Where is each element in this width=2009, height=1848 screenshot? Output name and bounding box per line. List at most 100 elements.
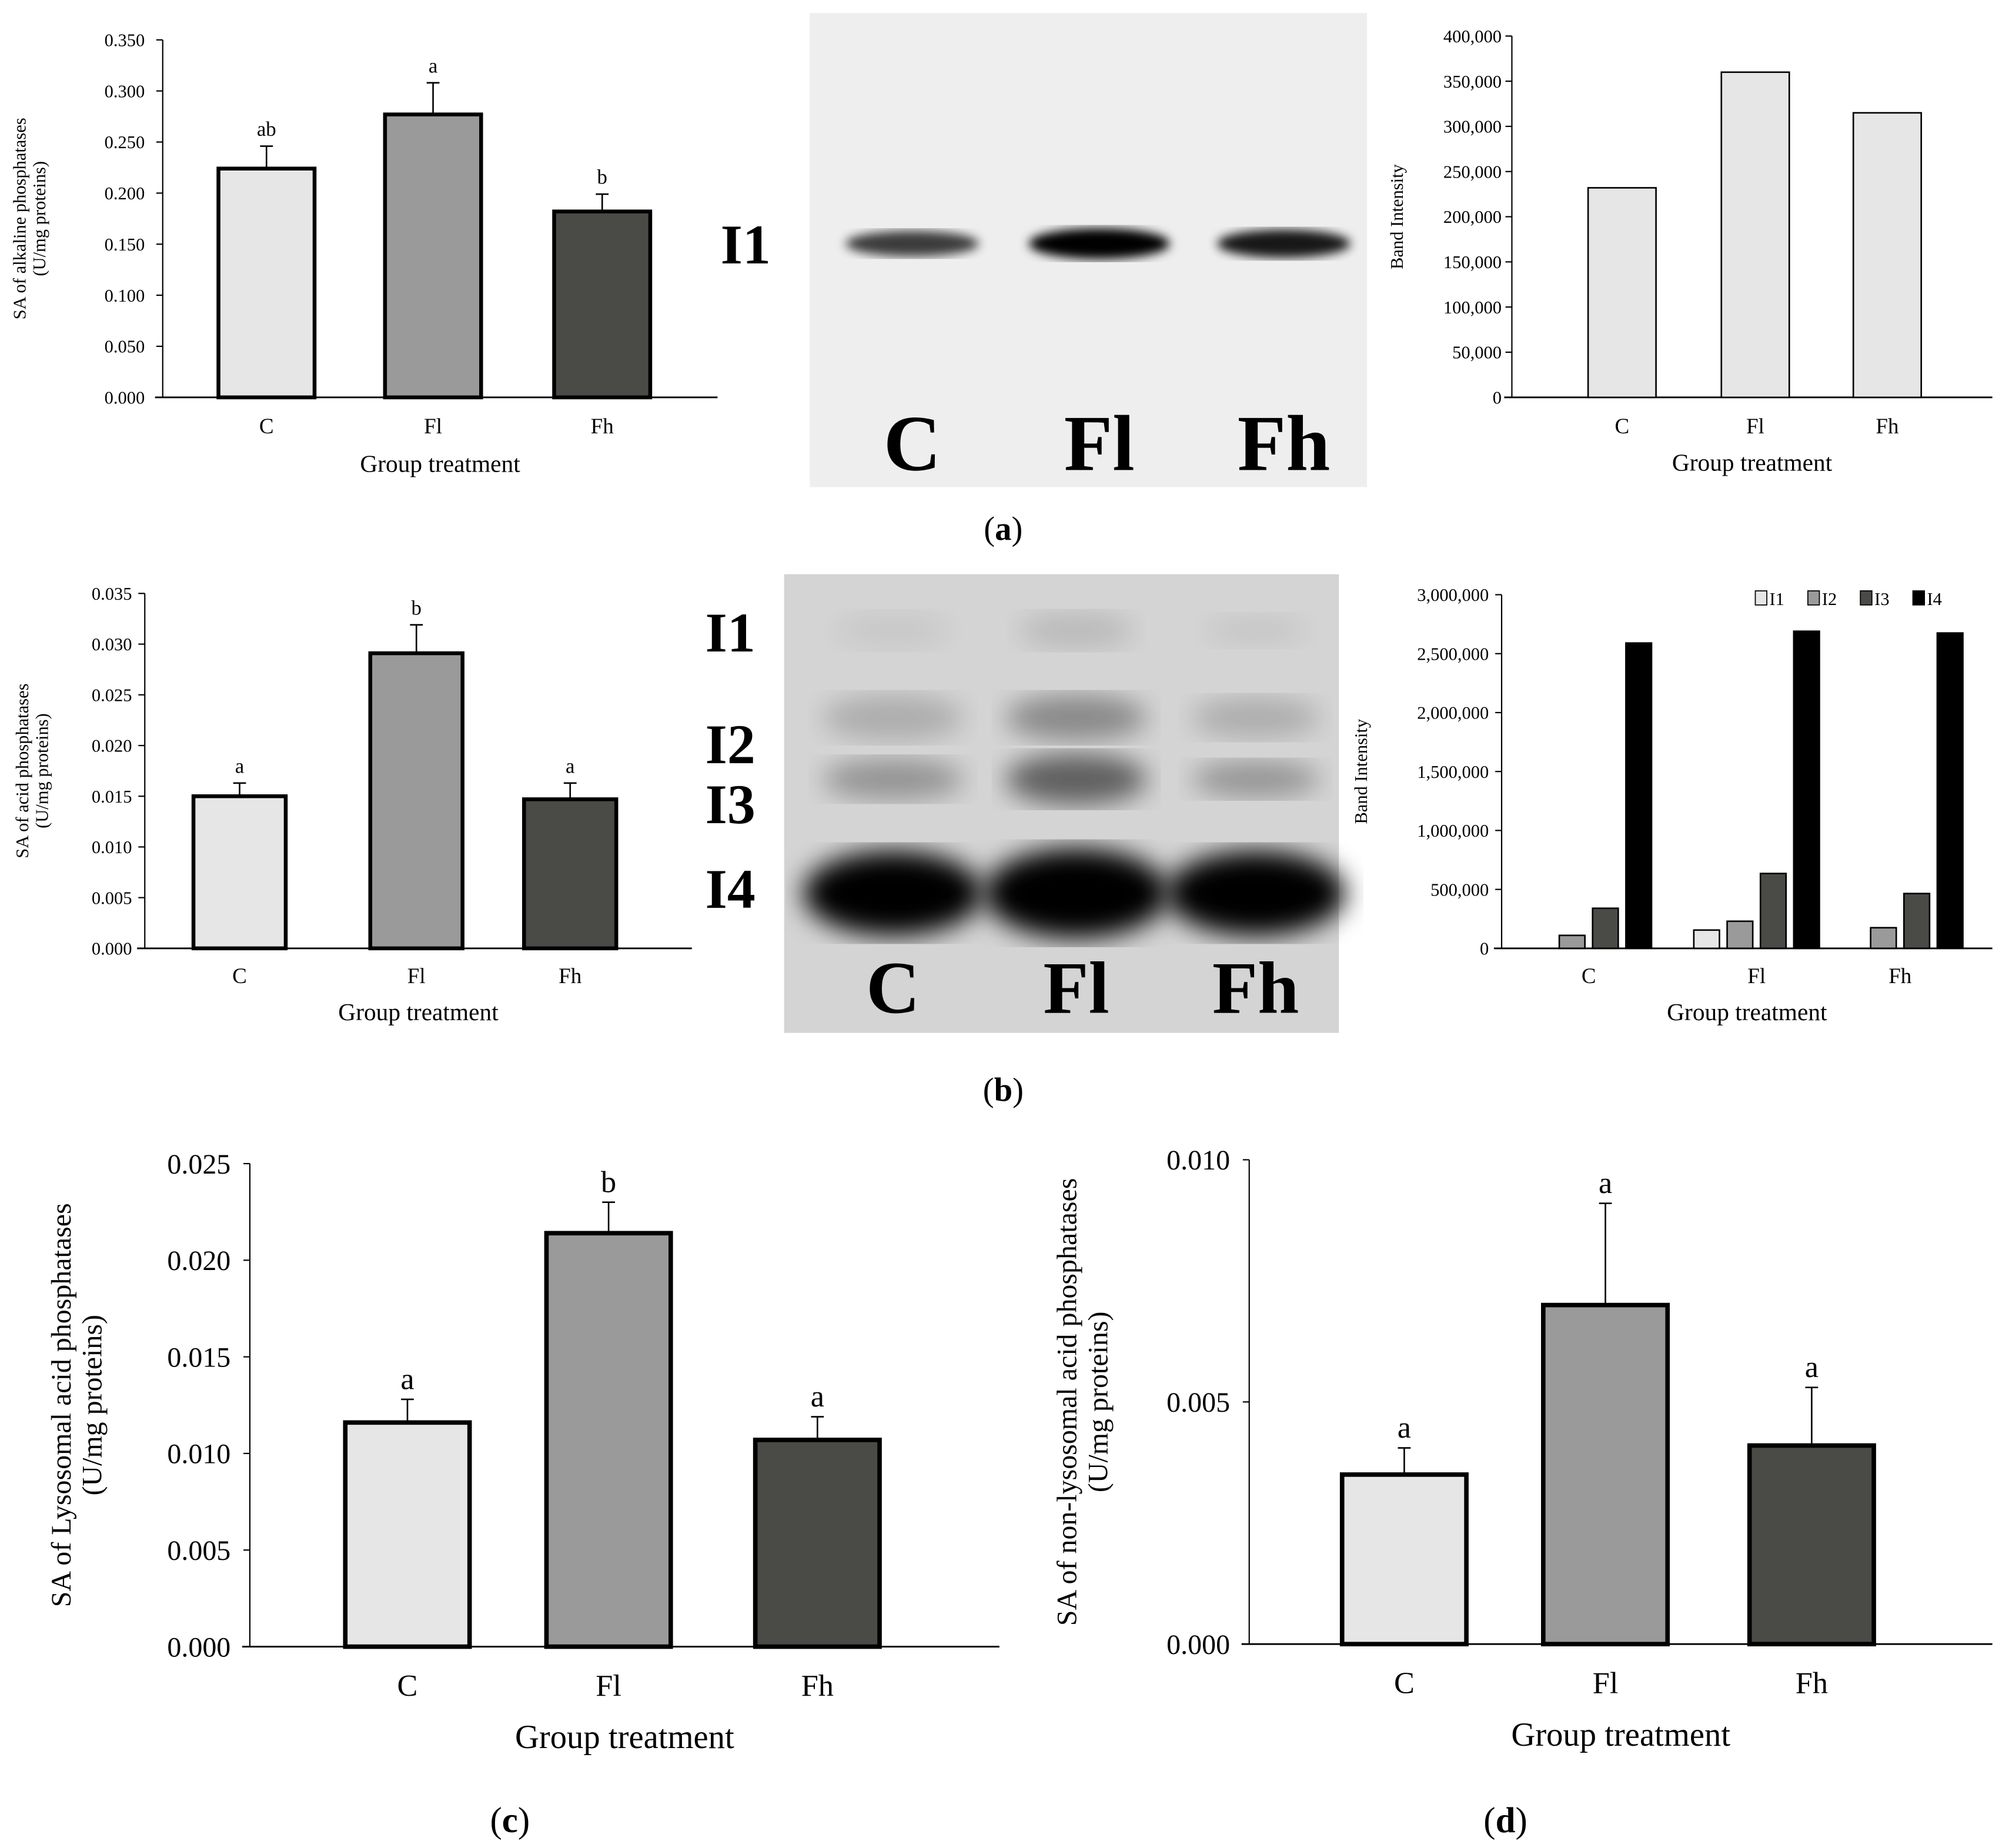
- bar-Fl: [1720, 71, 1790, 399]
- panel-label: (d): [1483, 1801, 1527, 1840]
- y-tick-label: 0: [1493, 388, 1502, 408]
- chart-2: 0 50,000 100,000 150,000 200,000 250,000 300,0…: [1387, 26, 1993, 476]
- y-tick-label: 0.000: [105, 388, 145, 408]
- paren: ): [1012, 1072, 1024, 1108]
- x-tick-label: Fh: [1876, 415, 1899, 439]
- lane-label: C: [866, 947, 920, 1030]
- bar-I3-Fh: [1903, 893, 1931, 950]
- y-tick-label: 0.000: [1166, 1629, 1230, 1660]
- bar-I3-Fl: [1759, 873, 1787, 950]
- bar-C: [1587, 187, 1657, 399]
- y-tick-label: 100,000: [1443, 298, 1502, 318]
- gel-band: [1204, 615, 1307, 646]
- y-tick-label: 500,000: [1430, 880, 1489, 900]
- x-tick-label: Fl: [596, 1669, 621, 1703]
- gel-band: [1005, 694, 1147, 741]
- gel-band: [1191, 697, 1320, 738]
- y-tick-label: 0.025: [92, 685, 132, 705]
- significance-letter: a: [1398, 1411, 1411, 1445]
- chart-5: 0.000 0.005 0.010 0.015 0.020 0.025 SA of Lyso…: [46, 1149, 1000, 1756]
- gel-band: [1018, 612, 1134, 649]
- x-tick-label: Fl: [1746, 415, 1764, 439]
- x-tick-label: Fl: [424, 415, 442, 439]
- gel-band: [1166, 851, 1346, 936]
- gel-band: [1005, 753, 1147, 805]
- x-tick-label: Fh: [1888, 964, 1912, 988]
- y-tick-label: 1,000,000: [1417, 821, 1489, 841]
- y-tick-label: 400,000: [1443, 26, 1502, 46]
- bar-C: [216, 166, 317, 400]
- x-tick-label: Fh: [801, 1669, 834, 1703]
- y-tick-label: 0.010: [1166, 1145, 1230, 1176]
- y-tick-label: 350,000: [1443, 72, 1502, 92]
- y-tick-label: 0.030: [92, 634, 132, 654]
- x-axis-label: Group treatment: [1667, 998, 1827, 1025]
- bar-Fl: [544, 1231, 673, 1649]
- y-axis-label: (U/mg proteins): [77, 1315, 108, 1496]
- y-tick-label: 0.035: [92, 584, 132, 604]
- paren: (: [1483, 1801, 1495, 1840]
- y-tick-label: 250,000: [1443, 162, 1502, 182]
- chart-1: 0.000 0.050 0.100 0.150 0.200 0.250 0.300 0.350…: [10, 31, 718, 477]
- bar-I4-Fl: [1793, 630, 1820, 950]
- x-tick-label: C: [1394, 1666, 1415, 1700]
- band-label: I1: [706, 601, 756, 664]
- y-tick-label: 3,000,000: [1417, 585, 1489, 605]
- y-axis-label: SA of acid phosphatases: [12, 683, 32, 858]
- y-axis-label: (U/mg proteins): [29, 161, 49, 276]
- y-axis-label: SA of Lysosomal acid phosphatases: [46, 1203, 77, 1607]
- y-tick-label: 0.200: [105, 183, 145, 203]
- paren: ): [1516, 1801, 1527, 1840]
- legend-label: I2: [1822, 589, 1837, 609]
- bar-Fh: [1852, 112, 1923, 399]
- bar-Fl: [1541, 1302, 1670, 1647]
- y-tick-label: 200,000: [1443, 207, 1502, 227]
- y-tick-label: 0.015: [167, 1342, 230, 1373]
- panel-letter: c: [502, 1801, 518, 1840]
- significance-letter: b: [597, 166, 607, 189]
- lane-label: Fh: [1238, 400, 1331, 487]
- bar-I2-C: [1558, 934, 1586, 950]
- lane-label: Fl: [1064, 400, 1135, 487]
- bar-C: [191, 794, 288, 951]
- bar-I4-C: [1625, 642, 1653, 950]
- significance-letter: a: [235, 754, 244, 777]
- y-tick-label: 0.000: [92, 939, 132, 959]
- x-tick-label: Fh: [1796, 1666, 1828, 1700]
- bar-Fh: [1747, 1443, 1876, 1647]
- x-axis-label: Group treatment: [360, 450, 520, 477]
- y-tick-label: 0.005: [1166, 1387, 1230, 1418]
- panel-label: (b): [983, 1072, 1024, 1108]
- y-axis-label: Band Intensity: [1387, 163, 1407, 269]
- gel-band: [803, 851, 983, 936]
- band-label: I1: [721, 213, 771, 276]
- y-tick-label: 2,500,000: [1417, 644, 1489, 664]
- legend-swatch: [1754, 590, 1768, 606]
- lane-label: Fl: [1043, 947, 1109, 1030]
- significance-letter: b: [601, 1165, 616, 1199]
- x-tick-label: C: [232, 964, 247, 988]
- paren: ): [1011, 511, 1022, 547]
- chart-6: 0.000 0.005 0.010 SA of non-lysosomal acid …: [1052, 1145, 1993, 1753]
- y-tick-label: 0.015: [92, 787, 132, 807]
- x-tick-label: Fh: [559, 964, 582, 988]
- panel-letter: b: [994, 1072, 1013, 1108]
- y-axis-label: Band Intensity: [1351, 719, 1371, 824]
- y-tick-label: 0.300: [105, 81, 145, 101]
- bar-Fh: [522, 797, 619, 951]
- bar-Fh: [552, 209, 653, 400]
- y-tick-label: 0.020: [167, 1245, 230, 1276]
- band-label: I4: [706, 858, 756, 920]
- x-tick-label: C: [259, 415, 274, 439]
- panel-label: (c): [490, 1801, 530, 1840]
- lane-label: Fh: [1212, 947, 1299, 1030]
- significance-letter: a: [1599, 1166, 1612, 1200]
- bar-I1-Fl: [1693, 929, 1720, 950]
- gel-band: [845, 230, 979, 257]
- chart-3: 0.000 0.005 0.010 0.015 0.020 0.025 0.030 0.035…: [12, 584, 692, 1025]
- legend-label: I1: [1769, 589, 1784, 609]
- significance-letter: a: [1805, 1350, 1819, 1384]
- legend-swatch: [1912, 590, 1926, 606]
